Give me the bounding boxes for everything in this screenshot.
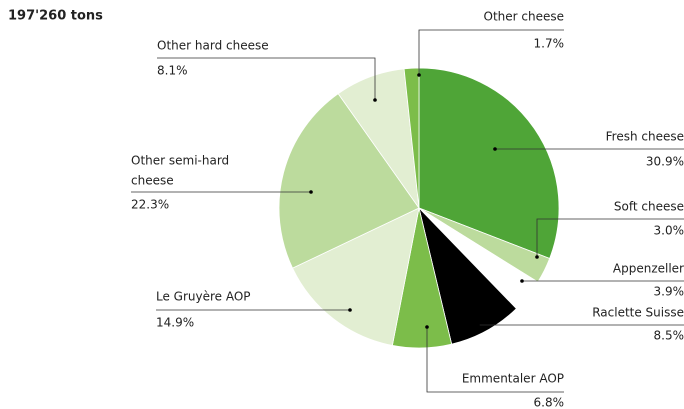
slice-label: Other cheese <box>484 10 565 24</box>
leader-dot <box>309 190 313 194</box>
leader-line <box>418 29 564 75</box>
slice-label: Soft cheese <box>614 200 684 214</box>
slice-label: Other hard cheese <box>157 39 269 53</box>
pie-slice <box>418 67 560 259</box>
slice-value: 3.0% <box>654 224 684 238</box>
slice-value: 3.9% <box>654 285 684 299</box>
leader-line <box>426 327 564 393</box>
leader-line <box>157 57 376 100</box>
pie-slice <box>292 207 420 346</box>
slice-label-cont: cheese <box>131 174 174 188</box>
slice-label: Fresh cheese <box>606 130 684 144</box>
leader-dot <box>348 308 352 312</box>
slice-value: 8.1% <box>157 64 188 78</box>
leader-dot <box>493 147 497 151</box>
slice-value: 14.9% <box>156 316 194 330</box>
leader-dot <box>417 73 421 77</box>
slice-value: 6.8% <box>534 396 565 409</box>
slice-value: 30.9% <box>646 155 684 169</box>
slice-label: Appenzeller <box>613 262 684 276</box>
leader-dot <box>425 325 429 329</box>
leader-dot <box>520 279 524 283</box>
pie-slice <box>278 93 420 269</box>
slice-label: Raclette Suisse <box>592 306 684 320</box>
leader-line <box>536 218 684 257</box>
slice-value: 8.5% <box>654 329 684 343</box>
slice-label: Le Gruyère AOP <box>156 290 251 304</box>
slice-value: 1.7% <box>534 37 565 51</box>
leader-dot <box>535 255 539 259</box>
leader-dot <box>476 323 480 327</box>
chart-subtitle: 197'260 tons <box>8 9 103 24</box>
slice-label: Emmentaler AOP <box>462 372 564 386</box>
slice-value: 22.3% <box>131 198 169 212</box>
slice-label: Other semi-hard <box>131 154 229 168</box>
leader-dot <box>373 98 377 102</box>
